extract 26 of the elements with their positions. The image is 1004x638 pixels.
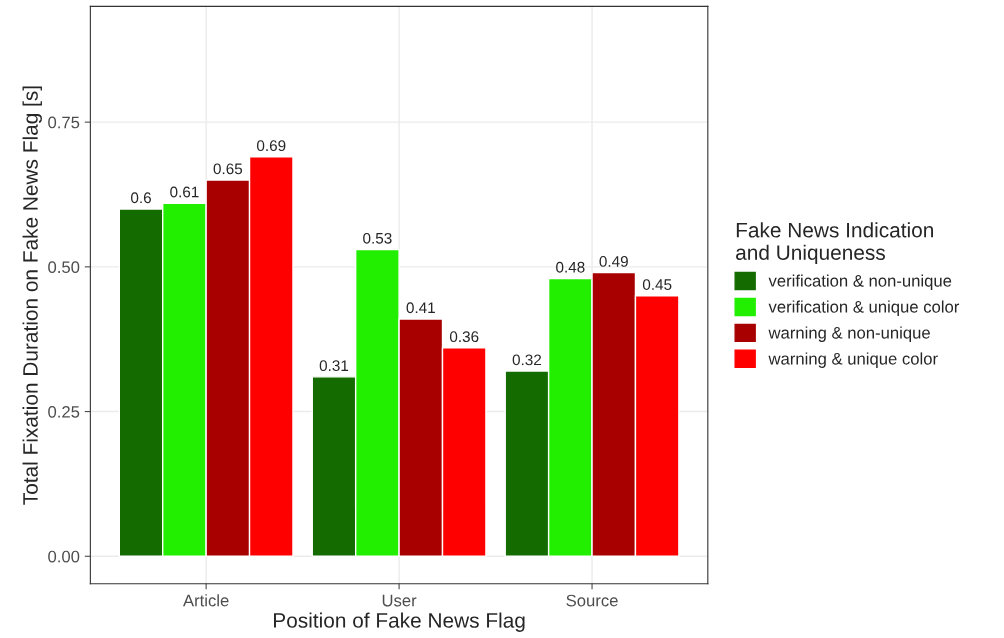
x-tick-label: Source xyxy=(566,594,618,607)
data-label: 0.32 xyxy=(512,354,542,366)
data-label: 0.61 xyxy=(170,186,199,198)
data-label: 0.31 xyxy=(319,360,349,372)
y-tick-label: 0.25 xyxy=(48,405,80,418)
data-label: 0.65 xyxy=(213,163,243,175)
legend-label: verification & unique color xyxy=(768,300,960,317)
data-label: 0.49 xyxy=(599,256,628,267)
y-axis-title: Total Fixation Duration on Fake News Flag [s] xyxy=(22,86,42,505)
data-label: 0.41 xyxy=(406,302,435,314)
legend-title: Fake News Indication and Uniqueness xyxy=(736,222,933,265)
data-label: 0.45 xyxy=(642,279,672,290)
y-tick-label: 0.75 xyxy=(48,116,80,129)
x-axis-title: Position of Fake News Flag xyxy=(274,612,525,632)
x-tick-label: User xyxy=(382,594,417,607)
legend-label: warning & non-unique xyxy=(768,326,930,342)
data-label: 0.53 xyxy=(363,232,392,244)
data-label: 0.36 xyxy=(449,331,479,343)
data-label: 0.6 xyxy=(130,192,151,204)
data-label: 0.69 xyxy=(256,140,286,152)
legend-label: verification & non-unique xyxy=(768,274,952,291)
y-tick-label: 0.50 xyxy=(48,261,80,274)
data-label: 0.48 xyxy=(556,261,585,273)
legend-label: warning & unique color xyxy=(768,352,938,368)
y-tick-label: 0.00 xyxy=(48,550,80,563)
x-tick-label: Article xyxy=(183,594,229,607)
